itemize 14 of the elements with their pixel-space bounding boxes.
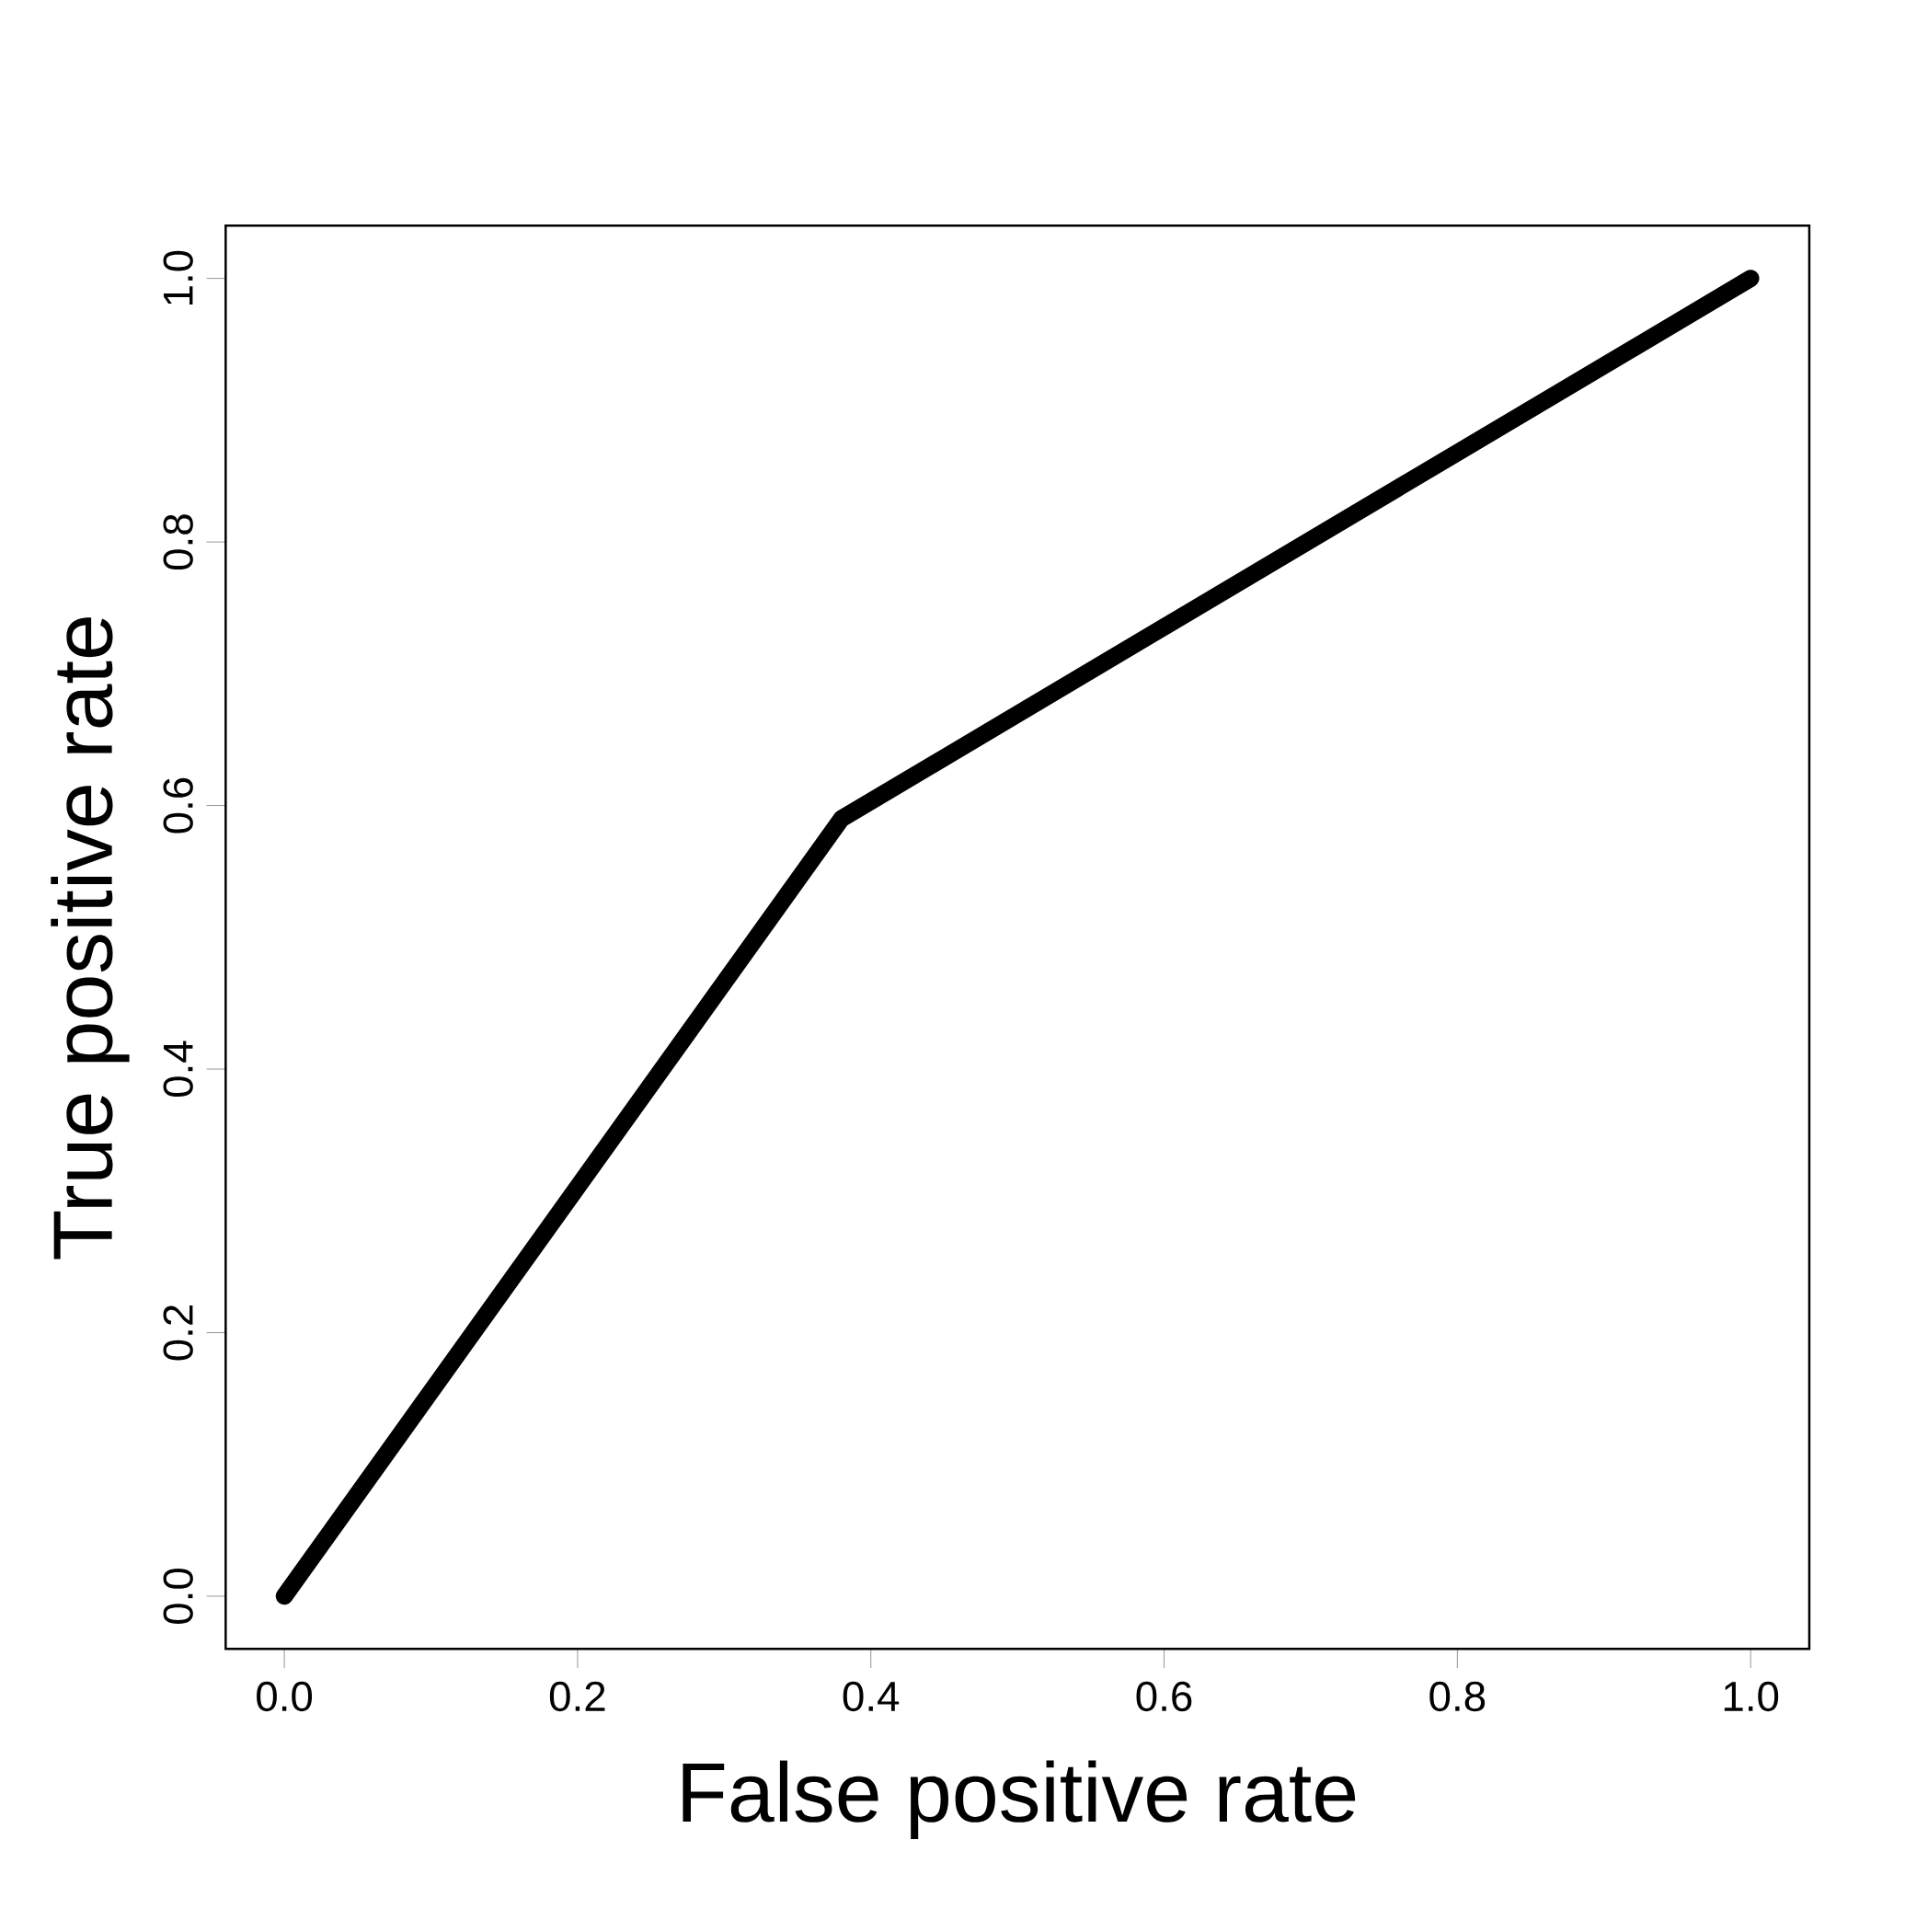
x-tick-label: 0.4 xyxy=(843,1681,900,1712)
x-tick-label: 0.2 xyxy=(549,1681,605,1712)
x-tick-label: 1.0 xyxy=(1724,1681,1779,1712)
y-tick-label: 0.0 xyxy=(163,1569,193,1625)
y-tick-label: 0.8 xyxy=(163,514,193,570)
y-tick-label: 0.4 xyxy=(163,1041,193,1098)
x-axis-title: False positive rate xyxy=(683,1760,1356,1839)
x-tick-label: 0.6 xyxy=(1136,1681,1192,1712)
y-axis-title: True positive rate xyxy=(51,617,130,1259)
y-tick-label: 0.2 xyxy=(163,1305,193,1361)
x-tick-label: 0.8 xyxy=(1429,1681,1486,1712)
x-tick-label: 0.0 xyxy=(257,1681,313,1712)
y-tick-label: 0.6 xyxy=(163,777,193,834)
y-tick-label: 1.0 xyxy=(163,250,193,305)
